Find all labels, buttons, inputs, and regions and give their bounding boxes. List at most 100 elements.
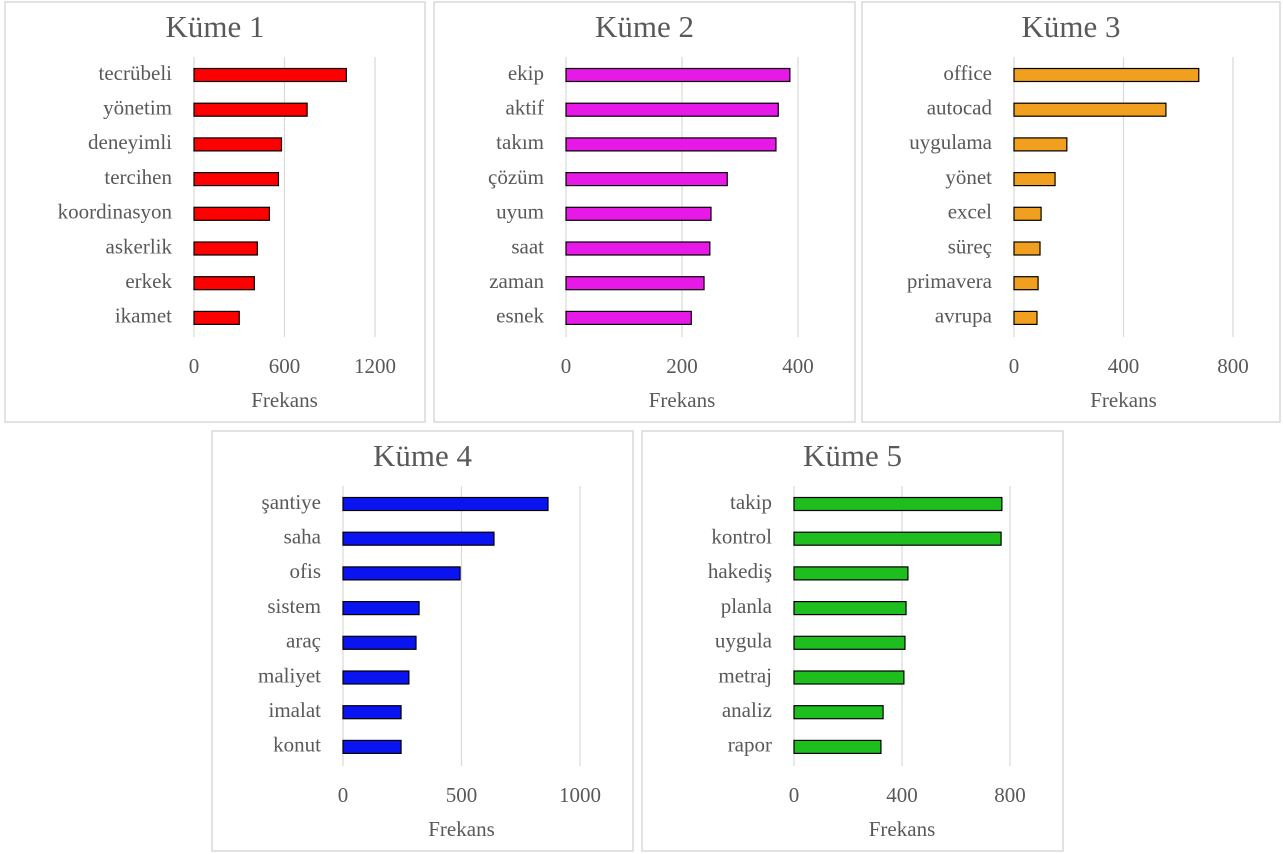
y-tick-label: imalat <box>269 698 322 722</box>
y-tick-label: planla <box>721 594 773 618</box>
bar <box>1013 67 1200 83</box>
panel-border <box>433 1 856 423</box>
y-tick-label: erkek <box>125 269 172 293</box>
x-tick-label: 200 <box>666 354 698 378</box>
chart-title: Küme 5 <box>803 438 902 473</box>
bar <box>1013 102 1167 117</box>
y-tick-label: kontrol <box>711 525 772 549</box>
y-tick-label: metraj <box>718 663 772 687</box>
y-tick-label: çözüm <box>488 165 544 189</box>
y-tick-label: esnek <box>496 304 544 328</box>
x-axis-label: Frekans <box>869 817 936 841</box>
y-tick-label: analiz <box>722 698 772 722</box>
y-tick-label: uygulama <box>909 130 992 154</box>
y-tick-label: saha <box>284 525 322 549</box>
bar <box>565 206 712 221</box>
y-tick-label: tercihen <box>104 165 172 189</box>
y-tick-label: takip <box>730 490 772 514</box>
bar <box>342 705 402 720</box>
bar <box>193 206 271 221</box>
x-tick-label: 1000 <box>559 783 601 807</box>
bar <box>342 635 417 650</box>
x-tick-label: 800 <box>994 783 1026 807</box>
x-axis-label: Frekans <box>1090 388 1157 412</box>
bar <box>342 670 410 685</box>
y-tick-label: rapor <box>728 733 772 757</box>
bar <box>193 241 258 256</box>
bar <box>793 531 1002 546</box>
x-tick-label: 600 <box>269 354 301 378</box>
bar <box>193 276 255 291</box>
y-tick-label: koordinasyon <box>58 200 173 224</box>
y-tick-label: uygula <box>715 629 773 653</box>
x-tick-label: 1200 <box>354 354 396 378</box>
y-tick-label: excel <box>948 200 992 224</box>
bar <box>565 276 705 291</box>
y-tick-label: ekip <box>508 61 544 85</box>
bar <box>342 600 420 616</box>
y-tick-label: office <box>943 61 992 85</box>
y-tick-label: yönet <box>945 165 992 189</box>
bar <box>793 635 906 650</box>
y-tick-label: konut <box>273 733 321 757</box>
y-tick-label: autocad <box>927 96 993 120</box>
x-tick-label: 800 <box>1217 354 1249 378</box>
panel-border <box>641 430 1064 852</box>
y-tick-label: saat <box>511 234 544 258</box>
x-tick-label: 0 <box>561 354 572 378</box>
bar <box>1013 137 1068 152</box>
y-tick-label: araç <box>286 629 321 653</box>
y-tick-label: avrupa <box>935 304 993 328</box>
bar <box>1013 206 1042 221</box>
bar <box>565 67 791 83</box>
bar <box>342 496 549 512</box>
chart-title: Küme 4 <box>373 438 473 473</box>
bar <box>342 566 461 581</box>
bar <box>193 137 283 152</box>
bar <box>565 102 779 117</box>
y-tick-label: ofis <box>290 559 322 583</box>
x-tick-label: 400 <box>782 354 814 378</box>
bar <box>793 566 909 581</box>
x-tick-label: 500 <box>446 783 478 807</box>
bar <box>565 172 728 187</box>
x-axis-label: Frekans <box>649 388 716 412</box>
bar <box>193 172 280 187</box>
bar <box>793 739 882 755</box>
y-tick-label: sistem <box>267 594 321 618</box>
panel-border <box>4 1 426 423</box>
bar <box>793 600 907 616</box>
bar <box>1013 172 1056 187</box>
chart-title: Küme 1 <box>165 9 264 44</box>
bar <box>793 496 1003 512</box>
panel-border <box>861 1 1281 423</box>
x-axis-label: Frekans <box>428 817 495 841</box>
bar <box>565 241 711 256</box>
panel-border <box>211 430 634 852</box>
bar <box>793 670 905 685</box>
x-tick-label: 0 <box>338 783 349 807</box>
bar <box>1013 310 1038 325</box>
y-tick-label: askerlik <box>106 234 173 258</box>
y-tick-label: hakediş <box>708 559 772 583</box>
y-tick-label: süreç <box>948 234 992 258</box>
y-tick-label: tecrübeli <box>99 61 173 85</box>
bar <box>1013 241 1041 256</box>
y-tick-label: zaman <box>489 269 544 293</box>
y-tick-label: şantiye <box>262 490 321 514</box>
bar <box>193 102 308 117</box>
bar <box>793 705 884 720</box>
chart-title: Küme 3 <box>1021 9 1120 44</box>
bar <box>565 310 692 325</box>
bar <box>342 739 402 755</box>
bar <box>342 531 495 546</box>
bar <box>193 67 347 83</box>
y-tick-label: ikamet <box>115 304 172 328</box>
y-tick-label: deneyimli <box>88 130 172 154</box>
x-tick-label: 0 <box>789 783 800 807</box>
x-axis-label: Frekans <box>251 388 318 412</box>
y-tick-label: takım <box>496 130 544 154</box>
y-tick-label: uyum <box>496 200 544 224</box>
x-tick-label: 0 <box>189 354 200 378</box>
